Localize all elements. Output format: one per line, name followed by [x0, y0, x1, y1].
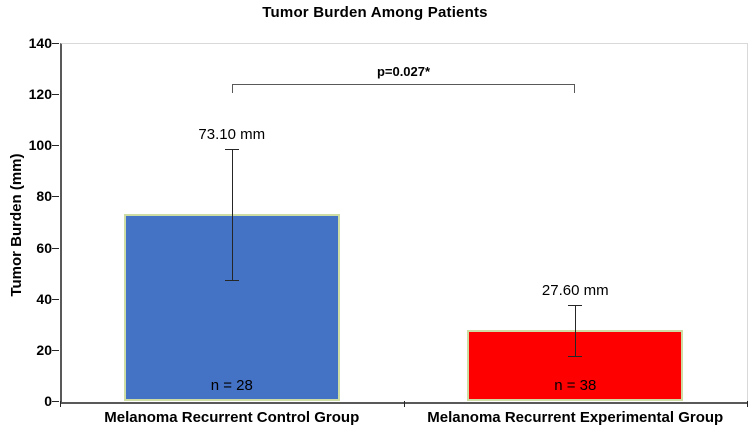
y-tick-label: 80 [36, 188, 52, 205]
y-tick-label: 20 [36, 341, 52, 358]
y-tick-label: 60 [36, 239, 52, 256]
bar-value-label: 27.60 mm [541, 282, 609, 300]
y-tick-mark [52, 349, 59, 351]
bar-n-label: n = 38 [554, 377, 597, 394]
significance-bracket [231, 83, 576, 93]
y-tick-mark [52, 145, 59, 147]
y-tick-label: 0 [44, 393, 52, 409]
error-bar-cap-bottom [568, 355, 583, 357]
error-bar-cap-bottom [224, 279, 239, 281]
y-tick-label: 120 [28, 86, 52, 103]
y-tick-mark [52, 401, 59, 402]
y-tick-label: 40 [36, 290, 52, 307]
category-label: Melanoma Recurrent Experimental Group [427, 409, 724, 426]
error-bar-line [231, 148, 233, 280]
category-label: Melanoma Recurrent Control Group [104, 409, 360, 426]
y-tick-mark [52, 196, 59, 198]
x-tick-mark [60, 401, 61, 407]
error-bar-cap-top [568, 305, 583, 307]
bar-value-label: 73.10 mm [198, 125, 266, 143]
chart-title: Tumor Burden Among Patients [262, 4, 488, 21]
y-tick-mark [52, 247, 59, 249]
error-bar-line [575, 305, 577, 356]
y-tick-mark [52, 298, 59, 300]
y-tick-mark [52, 94, 59, 96]
bar-n-label: n = 28 [210, 377, 253, 394]
y-tick-mark [52, 43, 59, 44]
y-tick-label: 100 [28, 137, 52, 154]
x-tick-mark [747, 401, 748, 407]
significance-label: p=0.027* [376, 63, 431, 79]
y-tick-label: 140 [28, 35, 52, 51]
x-tick-mark [403, 401, 405, 407]
error-bar-cap-top [224, 148, 239, 150]
